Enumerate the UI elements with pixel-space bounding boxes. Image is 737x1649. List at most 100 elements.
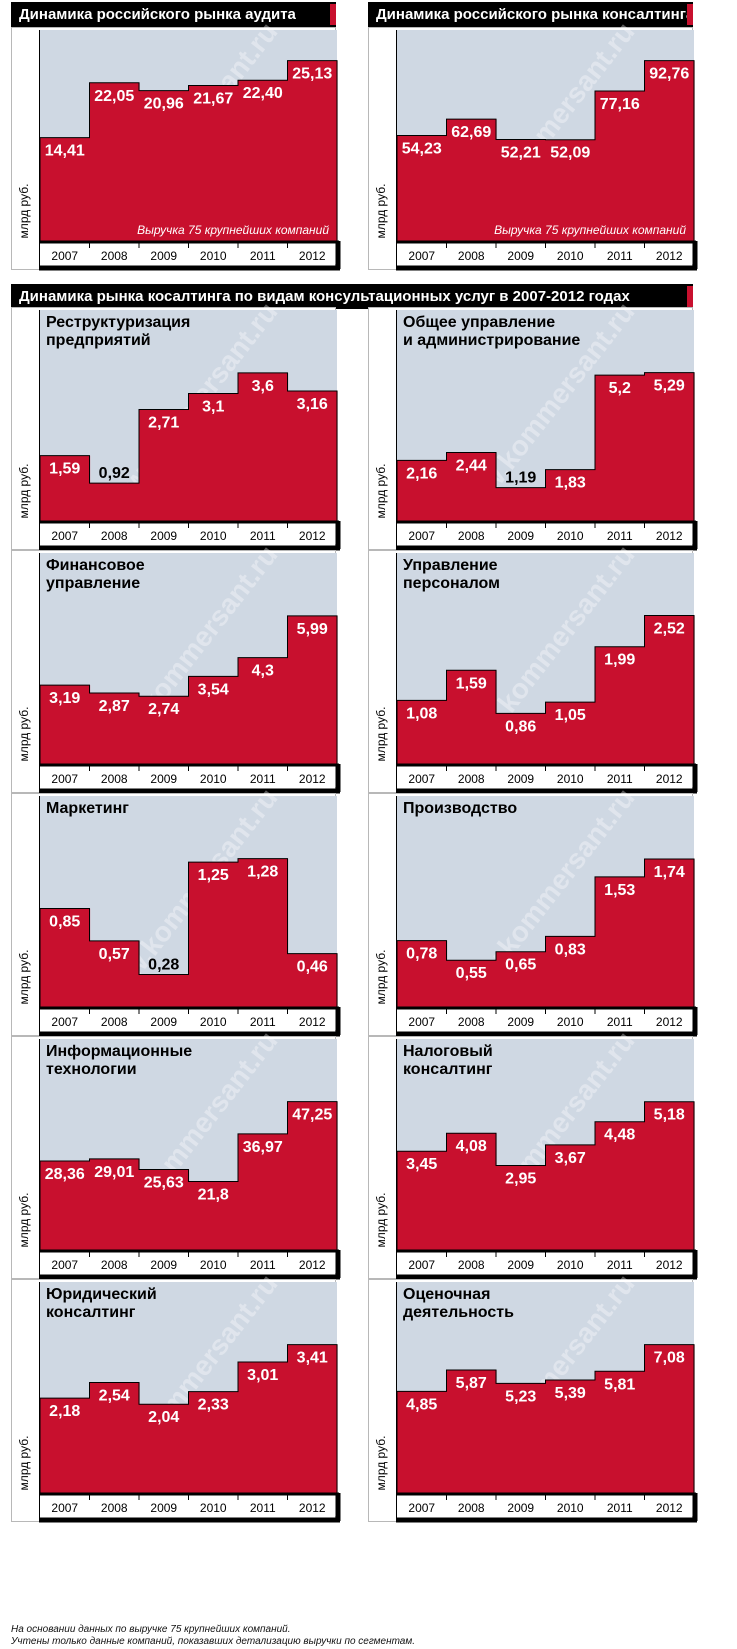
chart-panel: www.kommersant.ru 54,23 62,69 52,21 52,09 77,… bbox=[368, 17, 698, 271]
bar-outline bbox=[396, 372, 695, 521]
value-label: 1,59 bbox=[456, 675, 487, 692]
value-label: 2,74 bbox=[148, 701, 179, 718]
x-tick-label: 2010 bbox=[200, 529, 227, 543]
bar-outline bbox=[396, 60, 695, 241]
x-tick-label: 2012 bbox=[656, 1501, 683, 1515]
y-axis-label: млрд руб. bbox=[374, 184, 388, 239]
bar bbox=[446, 452, 497, 521]
x-tick-label: 2009 bbox=[507, 249, 534, 263]
x-tick-label: 2007 bbox=[408, 529, 435, 543]
bar bbox=[545, 702, 596, 764]
chart-panel: www.kommersant.ru 2,16 2,44 1,19 1,83 5,2 5,29… bbox=[368, 297, 698, 551]
bar bbox=[139, 409, 190, 521]
x-tick-label: 2011 bbox=[250, 529, 276, 543]
bar bbox=[595, 1371, 646, 1493]
bar bbox=[595, 646, 646, 764]
value-label: 28,36 bbox=[45, 1166, 85, 1183]
x-tick-label: 2008 bbox=[458, 1501, 485, 1515]
x-tick-label: 2007 bbox=[408, 772, 435, 786]
bar bbox=[89, 1158, 140, 1250]
x-tick-label: 2007 bbox=[51, 772, 78, 786]
x-axis-band bbox=[397, 1250, 694, 1273]
value-label: 0,83 bbox=[555, 941, 586, 958]
bar bbox=[397, 940, 448, 1007]
x-tick-label: 2012 bbox=[299, 1015, 326, 1029]
bar-chart: www.kommersant.ru3,19 2,87 2,743,544,35,99… bbox=[17, 540, 341, 794]
bar bbox=[188, 393, 239, 521]
y-axis-label: млрд руб. bbox=[374, 707, 388, 762]
bar bbox=[188, 85, 239, 242]
x-tick-label: 2011 bbox=[607, 772, 633, 786]
bar bbox=[139, 696, 190, 764]
value-label: 5,23 bbox=[505, 1388, 536, 1405]
value-label: 3,01 bbox=[247, 1367, 278, 1384]
value-label: 21,67 bbox=[193, 90, 233, 107]
x-tick-label: 2008 bbox=[458, 249, 485, 263]
bar-chart: www.kommersant.ru1,081,590,861,051,992,5… bbox=[374, 540, 698, 794]
bar bbox=[40, 1160, 91, 1250]
y-axis-label: млрд руб. bbox=[17, 950, 31, 1005]
bar bbox=[644, 60, 695, 241]
bar bbox=[644, 372, 695, 521]
value-label: 1,53 bbox=[604, 882, 635, 899]
value-label: 0,85 bbox=[49, 913, 80, 930]
x-axis-band bbox=[397, 764, 694, 787]
value-label: 1,19 bbox=[505, 470, 536, 487]
value-label: 0,57 bbox=[99, 946, 130, 963]
bar bbox=[238, 80, 289, 241]
value-label: 3,6 bbox=[252, 378, 274, 395]
x-tick-label: 2012 bbox=[656, 529, 683, 543]
bar-chart: www.kommersant.ru14,4122,0520,9621,6722,… bbox=[17, 17, 341, 271]
bar-chart: www.kommersant.ru2,182,542,042,333,013,4… bbox=[17, 1269, 341, 1523]
x-tick-label: 2012 bbox=[299, 1501, 326, 1515]
value-label: 4,85 bbox=[406, 1396, 437, 1413]
value-label: 1,99 bbox=[604, 652, 635, 669]
bar bbox=[40, 455, 91, 521]
title-accent-mark bbox=[687, 4, 693, 25]
bar-chart: www.kommersant.ru0,850,570,281,25 1,280,4… bbox=[17, 783, 341, 1037]
bar bbox=[188, 862, 239, 1007]
bar bbox=[545, 139, 596, 241]
value-label: 3,67 bbox=[555, 1150, 586, 1167]
x-axis-band bbox=[397, 1007, 694, 1030]
bar bbox=[287, 391, 338, 521]
x-tick-label: 2007 bbox=[408, 1258, 435, 1272]
chart-title: консалтинг bbox=[46, 1304, 136, 1321]
x-tick-label: 2010 bbox=[200, 249, 227, 263]
bar-chart: www.kommersant.ru2,16 2,441,19 1,835,2 5,29… bbox=[374, 297, 698, 551]
value-label: 0,55 bbox=[456, 965, 487, 982]
bar bbox=[188, 676, 239, 764]
value-label: 29,01 bbox=[94, 1164, 134, 1181]
y-axis-label: млрд руб. bbox=[17, 464, 31, 519]
bar bbox=[397, 1391, 448, 1493]
value-label: 36,97 bbox=[243, 1139, 283, 1156]
x-tick-label: 2007 bbox=[51, 1015, 78, 1029]
value-label: 52,09 bbox=[550, 145, 590, 162]
bar bbox=[496, 1165, 547, 1250]
chart-title: Финансовое bbox=[46, 557, 145, 574]
value-label: 20,96 bbox=[144, 96, 184, 113]
value-label: 0,92 bbox=[99, 465, 130, 482]
chart-title: управление bbox=[46, 575, 140, 592]
x-axis-band bbox=[397, 1493, 694, 1516]
bar bbox=[139, 1169, 190, 1250]
chart-title: и администрирование bbox=[403, 332, 580, 349]
value-label: 1,83 bbox=[555, 475, 586, 492]
x-axis-band bbox=[40, 764, 337, 787]
bar bbox=[545, 936, 596, 1007]
bar bbox=[595, 876, 646, 1007]
bar bbox=[89, 940, 140, 1007]
value-label: 5,29 bbox=[654, 378, 685, 395]
value-label: 4,48 bbox=[604, 1127, 635, 1144]
chart-panel: www.kommersant.ru 0,85 0,57 0,28 1,25 1,28 0,4… bbox=[11, 783, 341, 1037]
value-label: 2,44 bbox=[456, 458, 487, 475]
x-axis-band bbox=[40, 1007, 337, 1030]
x-tick-label: 2009 bbox=[507, 529, 534, 543]
bar bbox=[397, 1151, 448, 1250]
bar-outline bbox=[396, 1101, 695, 1250]
value-label: 2,04 bbox=[148, 1409, 179, 1426]
value-label: 2,54 bbox=[99, 1387, 130, 1404]
bar-chart: www.kommersant.ru0,780,550,650,831,531,7… bbox=[374, 783, 698, 1037]
bar bbox=[595, 1121, 646, 1250]
chart-title: Налоговый bbox=[403, 1043, 493, 1060]
